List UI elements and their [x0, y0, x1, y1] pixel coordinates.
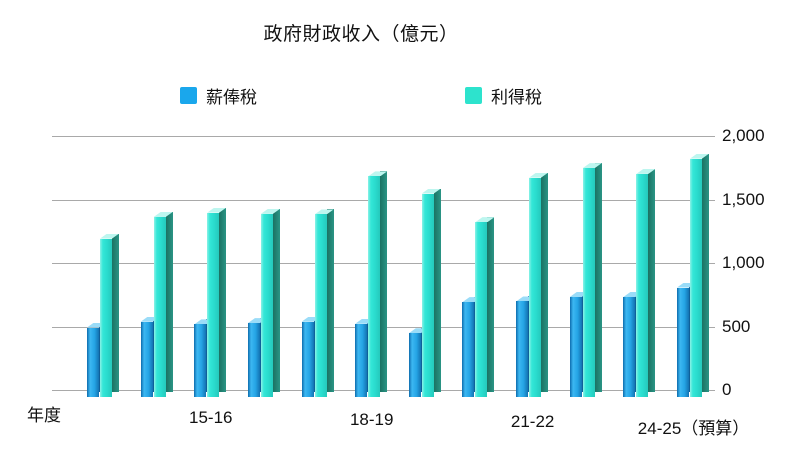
x-tick-label: 15-16: [189, 408, 233, 427]
bar-top-face: [623, 292, 643, 298]
x-axis-title: 年度: [27, 406, 61, 425]
x-tick-label: 21-22: [510, 412, 555, 431]
bar-front-face: [314, 214, 327, 397]
x-tick-label: 18-19: [349, 410, 394, 429]
y-tick-label: 0: [722, 380, 732, 399]
bar-top-face: [247, 318, 267, 324]
bar-front-face: [87, 327, 99, 397]
bar-top-face: [100, 233, 119, 239]
bar-top-face: [368, 171, 388, 177]
bar-top-face: [677, 282, 697, 288]
bar-profits-tax-11: [690, 153, 710, 397]
bar-front-face: [516, 301, 529, 397]
bar-front-face: [529, 177, 542, 397]
bar-top-face: [194, 319, 214, 325]
bar-front-face: [140, 321, 153, 397]
bar-front-face: [355, 323, 368, 397]
bar-profits-tax-10: [636, 168, 656, 397]
bar-side-face: [648, 168, 656, 392]
legend-swatch-salaries-tax: [180, 87, 197, 104]
bar-front-face: [623, 297, 636, 397]
bar-front-face: [153, 217, 166, 397]
bar-side-face: [272, 208, 280, 392]
y-tick-label: 1,500: [722, 189, 765, 209]
y-tick-label: 500: [722, 316, 751, 336]
bar-top-face: [153, 212, 173, 218]
bar-profits-tax-2: [207, 207, 227, 397]
legend-swatch-profits-tax: [465, 87, 482, 104]
bar-profits-tax-4: [314, 209, 334, 397]
bar-top-face: [462, 297, 482, 303]
bar-profits-tax-1: [153, 212, 173, 397]
bar-profits-tax-8: [529, 172, 549, 397]
bar-side-face: [594, 163, 602, 392]
bar-top-face: [569, 292, 589, 298]
bar-profits-tax-0: [100, 233, 119, 397]
bar-side-face: [112, 233, 119, 392]
bar-top-face: [408, 328, 428, 334]
bar-top-face: [516, 296, 536, 302]
bar-top-face: [140, 316, 160, 322]
legend-item-profits-tax: 利得稅: [465, 83, 542, 108]
bar-side-face: [380, 171, 388, 392]
bar-top-face: [421, 188, 441, 194]
bar-side-face: [219, 207, 227, 392]
y-tick-label: 1,000: [722, 253, 765, 272]
bar-top-face: [314, 209, 334, 215]
y-tick-label: 2,000: [722, 126, 765, 145]
bar-top-face: [355, 318, 375, 324]
bar-front-face: [301, 321, 314, 397]
x-tick-label: 24-25（預算）: [637, 419, 750, 438]
bar-profits-tax-9: [582, 163, 602, 397]
bar-top-face: [87, 322, 106, 328]
bar-top-face: [636, 168, 656, 174]
bar-top-face: [582, 163, 602, 169]
bar-top-face: [207, 207, 227, 213]
bar-top-face: [475, 217, 495, 223]
legend-item-salaries-tax: 薪俸稅: [180, 83, 257, 108]
bar-front-face: [677, 287, 690, 397]
bar-front-face: [421, 193, 434, 397]
bar-front-face: [636, 173, 649, 397]
bar-front-face: [462, 302, 475, 397]
bar-front-face: [582, 168, 595, 397]
bar-front-face: [690, 158, 703, 397]
bar-top-face: [529, 172, 549, 178]
bar-side-face: [487, 217, 495, 392]
bar-front-face: [475, 222, 488, 397]
bar-profits-tax-6: [421, 188, 441, 397]
bar-top-face: [260, 208, 280, 214]
bar-front-face: [207, 212, 220, 397]
bar-front-face: [408, 333, 421, 397]
gridline: [52, 136, 715, 137]
bar-front-face: [194, 324, 207, 397]
bar-side-face: [433, 188, 441, 392]
bar-front-face: [247, 323, 260, 397]
bar-side-face: [541, 172, 549, 392]
legend-label-salaries-tax: 薪俸稅: [206, 88, 257, 107]
chart-title: 政府財政收入（億元）: [263, 24, 459, 45]
bar-front-face: [368, 176, 381, 397]
bar-top-face: [690, 153, 710, 159]
bar-front-face: [260, 213, 273, 397]
bar-front-face: [100, 238, 112, 397]
bar-profits-tax-7: [475, 217, 495, 397]
bar-side-face: [702, 153, 710, 392]
bar-front-face: [569, 297, 582, 397]
bar-profits-tax-3: [260, 208, 280, 397]
legend-label-profits-tax: 利得稅: [491, 88, 542, 107]
bar-side-face: [165, 212, 173, 392]
bar-side-face: [326, 209, 334, 392]
bar-top-face: [301, 316, 321, 322]
bar-profits-tax-5: [368, 171, 388, 397]
